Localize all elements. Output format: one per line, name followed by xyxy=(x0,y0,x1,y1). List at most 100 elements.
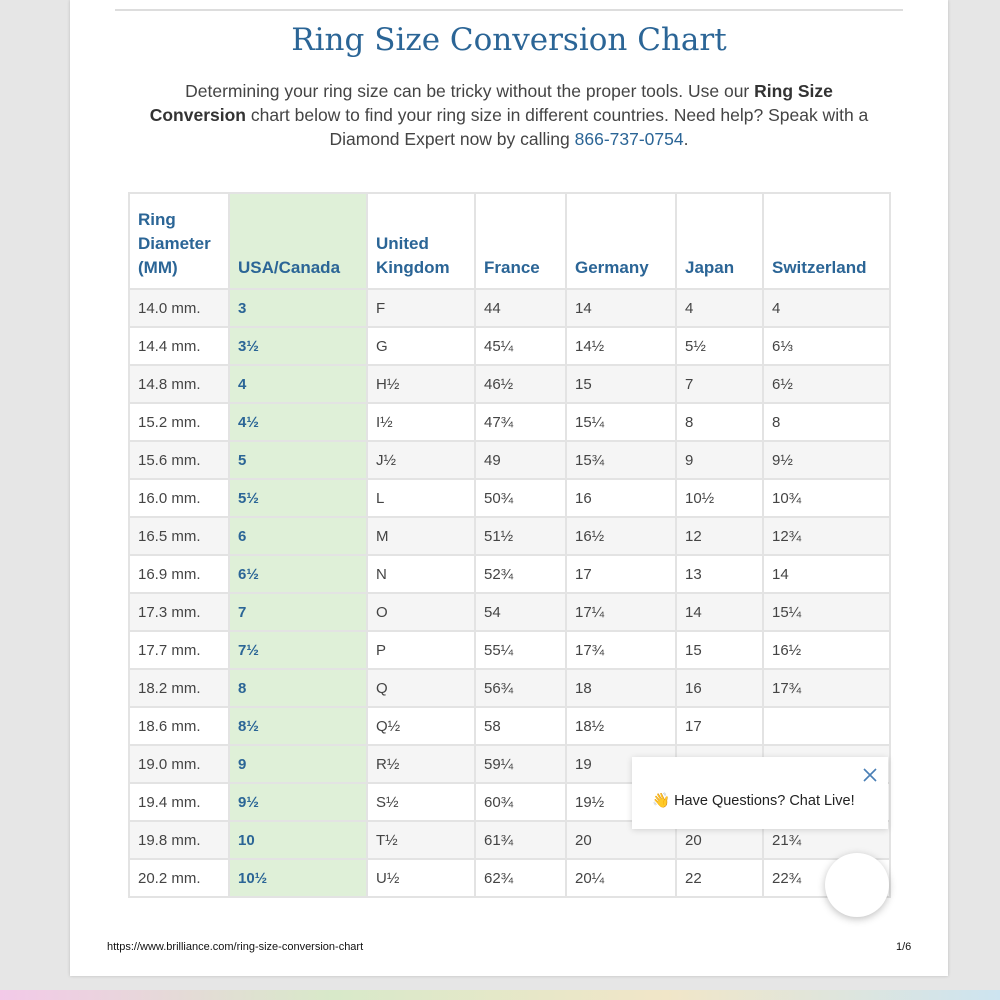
table-cell: 15¼ xyxy=(762,592,891,632)
table-cell: 22 xyxy=(675,858,764,898)
table-cell: L xyxy=(366,478,476,518)
intro: Determining your ring size can be tricky… xyxy=(140,79,878,151)
table-cell: 8 xyxy=(675,402,764,442)
chat-button[interactable] xyxy=(825,853,889,917)
table-cell: 44 xyxy=(474,288,567,328)
table-cell: 17.7 mm. xyxy=(128,630,230,670)
table-cell: 56¾ xyxy=(474,668,567,708)
phone-link[interactable]: 866-737-0754 xyxy=(574,129,684,149)
table-cell: 12¾ xyxy=(762,516,891,556)
table-cell: 7 xyxy=(675,364,764,404)
table-cell: 46½ xyxy=(474,364,567,404)
table-cell: 20.2 mm. xyxy=(128,858,230,898)
table-row: 16.0 mm. 5½ L 50¾ 16 10½ 10¾ xyxy=(128,478,891,518)
table-cell: 9 xyxy=(228,744,368,784)
intro-text: Determining your ring size can be tricky… xyxy=(185,81,755,101)
table-cell: 14.4 mm. xyxy=(128,326,230,366)
table-cell: 17¼ xyxy=(565,592,677,632)
table-cell: 7½ xyxy=(228,630,368,670)
table-cell: 6⅓ xyxy=(762,326,891,366)
table-cell: 15 xyxy=(675,630,764,670)
header-cell: France xyxy=(474,192,567,290)
table-cell: 8 xyxy=(762,402,891,442)
table-row: 16.9 mm. 6½ N 52¾ 17 13 14 xyxy=(128,554,891,594)
table-cell: 17 xyxy=(675,706,764,746)
table-cell: 14.0 mm. xyxy=(128,288,230,328)
table-cell: 58 xyxy=(474,706,567,746)
table-cell: 62¾ xyxy=(474,858,567,898)
table-row: 17.7 mm. 7½ P 55¼ 17¾ 15 16½ xyxy=(128,630,891,670)
table-cell: R½ xyxy=(366,744,476,784)
table-row: 14.4 mm. 3½ G 45¼ 14½ 5½ 6⅓ xyxy=(128,326,891,366)
table-cell: U½ xyxy=(366,858,476,898)
table-cell: 4½ xyxy=(228,402,368,442)
table-cell: 10½ xyxy=(228,858,368,898)
table-cell: 9½ xyxy=(762,440,891,480)
chat-text[interactable]: 👋 Have Questions? Chat Live! xyxy=(652,793,855,809)
table-cell: 51½ xyxy=(474,516,567,556)
table-cell: 16.0 mm. xyxy=(128,478,230,518)
table-cell: 8½ xyxy=(228,706,368,746)
table-cell: 3½ xyxy=(228,326,368,366)
table-cell: 5½ xyxy=(228,478,368,518)
table-row: 18.2 mm. 8 Q 56¾ 18 16 17¾ xyxy=(128,668,891,708)
table-cell: 3 xyxy=(228,288,368,328)
header-cell: Ring Diameter (MM) xyxy=(128,192,230,290)
top-rule xyxy=(115,9,903,11)
taskbar-strip xyxy=(0,990,1000,1000)
table-cell: 18 xyxy=(565,668,677,708)
table-cell: 47¾ xyxy=(474,402,567,442)
table-row: 20.2 mm. 10½ U½ 62¾ 20¼ 22 22¾ xyxy=(128,858,891,898)
table-cell: 16 xyxy=(565,478,677,518)
table-cell: 15.2 mm. xyxy=(128,402,230,442)
table-cell: 14 xyxy=(762,554,891,594)
footer-url: https://www.brilliance.com/ring-size-con… xyxy=(107,941,364,953)
table-cell: 4 xyxy=(762,288,891,328)
table-cell: 10¾ xyxy=(762,478,891,518)
header-cell: USA/Canada xyxy=(228,192,368,290)
table-cell: 6½ xyxy=(762,364,891,404)
table-cell: M xyxy=(366,516,476,556)
header-cell: Germany xyxy=(565,192,677,290)
table-cell: 52¾ xyxy=(474,554,567,594)
table-cell: N xyxy=(366,554,476,594)
table-cell: 12 xyxy=(675,516,764,556)
table-cell: 7 xyxy=(228,592,368,632)
table-cell: 14 xyxy=(675,592,764,632)
table-cell: 18.2 mm. xyxy=(128,668,230,708)
intro-text: chart below to find your ring size in di… xyxy=(246,105,869,149)
footer-page: 1/6 xyxy=(896,941,912,953)
table-row: 18.6 mm. 8½ Q½ 58 18½ 17 xyxy=(128,706,891,746)
header-row: Ring Diameter (MM) USA/Canada United Kingd… xyxy=(128,192,891,290)
header-cell: Japan xyxy=(675,192,764,290)
table-cell: 4 xyxy=(675,288,764,328)
table-cell: 14 xyxy=(565,288,677,328)
table-cell: F xyxy=(366,288,476,328)
table-cell: 17¾ xyxy=(762,668,891,708)
table-cell: 9½ xyxy=(228,782,368,822)
table-cell: 16½ xyxy=(762,630,891,670)
table-cell: H½ xyxy=(366,364,476,404)
chat-popup[interactable]: 👋 Have Questions? Chat Live! xyxy=(632,757,888,829)
table-cell: G xyxy=(366,326,476,366)
table-cell: 13 xyxy=(675,554,764,594)
table-cell: 8 xyxy=(228,668,368,708)
title: Ring Size Conversion Chart xyxy=(291,22,727,58)
table-cell: 55¼ xyxy=(474,630,567,670)
table-cell: 19.8 mm. xyxy=(128,820,230,860)
table-cell: 50¾ xyxy=(474,478,567,518)
table-cell: J½ xyxy=(366,440,476,480)
table-cell: 5 xyxy=(228,440,368,480)
table-cell: S½ xyxy=(366,782,476,822)
table-cell: 15¾ xyxy=(565,440,677,480)
table-row: 15.2 mm. 4½ I½ 47¾ 15¼ 8 8 xyxy=(128,402,891,442)
table-cell: 19.0 mm. xyxy=(128,744,230,784)
table-cell: 49 xyxy=(474,440,567,480)
table-cell: 17¾ xyxy=(565,630,677,670)
table-cell: 10½ xyxy=(675,478,764,518)
close-icon[interactable] xyxy=(862,767,878,783)
table-cell: 59¼ xyxy=(474,744,567,784)
table-cell: T½ xyxy=(366,820,476,860)
header-cell: United Kingdom xyxy=(366,192,476,290)
